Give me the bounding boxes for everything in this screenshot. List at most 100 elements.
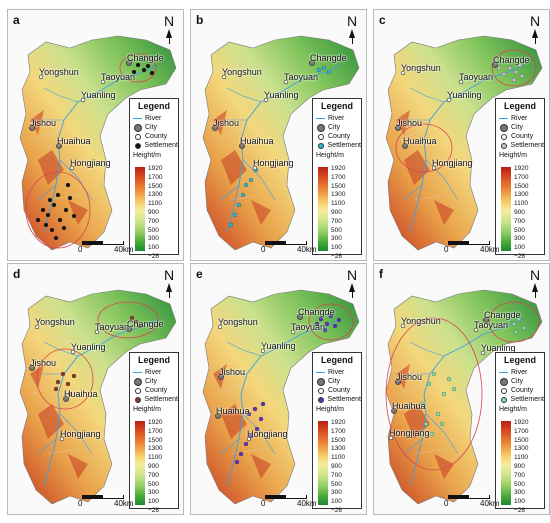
settlement-point bbox=[67, 195, 73, 201]
ramp-tick: 300 bbox=[148, 489, 159, 497]
settlement-point bbox=[65, 381, 71, 387]
panel-label: e bbox=[196, 267, 203, 281]
county-marker bbox=[473, 327, 479, 333]
settlement-point bbox=[517, 62, 523, 68]
county-marker bbox=[221, 74, 227, 80]
legend-settle-icon bbox=[316, 142, 325, 149]
settlement-point bbox=[431, 371, 437, 377]
legend-city-icon bbox=[499, 124, 508, 132]
cluster-ellipse bbox=[25, 171, 91, 249]
legend-item: County bbox=[313, 386, 361, 395]
place-label-yuanling: Yuanling bbox=[261, 341, 296, 351]
legend-item: County bbox=[313, 132, 361, 141]
legend-item: City bbox=[496, 123, 544, 132]
place-label-hongjiang: Hongjiang bbox=[253, 158, 294, 168]
ramp-tick: 700 bbox=[514, 217, 525, 225]
settlement-point bbox=[321, 65, 327, 71]
settlement-point bbox=[43, 222, 49, 228]
ramp-tick: 1700 bbox=[331, 427, 346, 435]
settlement-point bbox=[496, 65, 502, 71]
county-marker bbox=[431, 165, 437, 171]
settlement-point bbox=[511, 77, 517, 83]
county-marker bbox=[70, 349, 76, 355]
settlement-point bbox=[53, 235, 59, 241]
county-marker bbox=[283, 79, 289, 85]
county-marker bbox=[400, 70, 406, 76]
settlement-point bbox=[61, 225, 67, 231]
place-label-yongshun: Yongshun bbox=[218, 317, 258, 327]
ramp-tick: 300 bbox=[514, 235, 525, 243]
settlement-point bbox=[507, 65, 513, 71]
legend-settle-icon bbox=[133, 142, 142, 149]
terrain-map bbox=[385, 35, 543, 251]
county-marker bbox=[94, 329, 100, 335]
county-marker bbox=[100, 79, 106, 85]
ramp-tick: 300 bbox=[148, 235, 159, 243]
panel-label: a bbox=[13, 13, 20, 27]
ramp-tick: 1920 bbox=[514, 419, 529, 426]
settlement-point bbox=[55, 379, 61, 385]
legend-river-icon bbox=[499, 369, 508, 376]
ramp-tick: 1500 bbox=[148, 182, 163, 190]
ramp-tick: 1100 bbox=[514, 200, 528, 208]
ramp-tick: 100 bbox=[514, 498, 525, 506]
county-marker bbox=[290, 329, 296, 335]
place-label-changde: Changde bbox=[127, 53, 164, 63]
map-panel-a: a N Changde Taoyuan Yongshun Yuanling Jishou Hu… bbox=[7, 9, 184, 261]
ramp-tick: 1100 bbox=[331, 454, 345, 462]
ramp-tick: 1700 bbox=[331, 173, 346, 181]
settlement-point bbox=[326, 69, 332, 75]
legend-item: City bbox=[496, 377, 544, 386]
settlement-point bbox=[131, 69, 137, 75]
place-label-yuanling: Yuanling bbox=[447, 90, 482, 100]
ramp-tick: 900 bbox=[148, 208, 159, 216]
legend-item: County bbox=[130, 132, 178, 141]
height-ramp bbox=[135, 421, 145, 505]
ramp-tick: 1300 bbox=[331, 191, 346, 199]
legend-city-icon bbox=[499, 378, 508, 386]
height-ramp bbox=[318, 167, 328, 251]
settlement-point bbox=[254, 426, 260, 432]
city-marker bbox=[239, 143, 245, 149]
settlement-point bbox=[135, 62, 141, 68]
city-marker bbox=[483, 317, 489, 323]
legend-title: Legend bbox=[503, 101, 536, 111]
settlement-point bbox=[324, 321, 330, 327]
settlement-point bbox=[60, 371, 66, 377]
settlement-point bbox=[40, 207, 46, 213]
panel-label: f bbox=[379, 267, 383, 281]
place-label-huaihua: Huaihua bbox=[216, 406, 250, 416]
north-arrow-icon: N bbox=[527, 13, 543, 44]
place-label-hongjiang: Hongjiang bbox=[432, 158, 473, 168]
legend-settle-icon bbox=[133, 396, 142, 403]
ramp-tick: 1100 bbox=[148, 200, 162, 208]
ramp-tick: 1700 bbox=[148, 173, 163, 181]
terrain-map bbox=[202, 35, 360, 251]
legend-title: Legend bbox=[503, 355, 536, 365]
settlement-point bbox=[238, 451, 244, 457]
ramp-tick: 500 bbox=[514, 226, 525, 234]
cluster-ellipse bbox=[36, 348, 94, 410]
height-ramp bbox=[501, 421, 511, 505]
legend-item: River bbox=[130, 114, 178, 123]
ramp-tick: 500 bbox=[331, 226, 342, 234]
county-marker bbox=[446, 97, 452, 103]
map-panel-c: c N Changde Taoyuan Yongshun Yuanling Jishou Hu… bbox=[373, 9, 550, 261]
city-marker bbox=[391, 408, 397, 414]
settlement-point bbox=[63, 207, 69, 213]
settlement-point bbox=[248, 177, 254, 183]
legend-item: Settlement bbox=[130, 141, 178, 150]
ramp-tick: 1700 bbox=[514, 173, 529, 181]
settlement-point bbox=[236, 202, 242, 208]
legend-item: Settlement bbox=[313, 395, 361, 404]
place-label-jishou: Jishou bbox=[396, 118, 423, 128]
cluster-ellipse bbox=[491, 49, 537, 87]
settlement-point bbox=[53, 386, 59, 392]
settlement-point bbox=[129, 315, 135, 321]
legend-item: City bbox=[130, 123, 178, 132]
height-title: Height/m bbox=[316, 406, 345, 413]
north-arrow-icon: N bbox=[344, 13, 360, 44]
legend-county-icon bbox=[133, 133, 142, 140]
height-title: Height/m bbox=[499, 152, 528, 159]
settlement-point bbox=[243, 441, 249, 447]
